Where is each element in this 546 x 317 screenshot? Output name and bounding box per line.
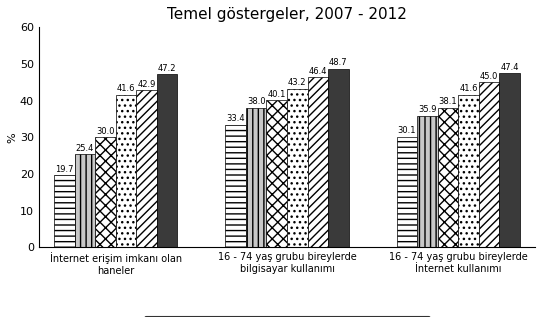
Text: 45.0: 45.0 bbox=[480, 72, 498, 81]
Y-axis label: %: % bbox=[7, 132, 17, 143]
Text: 40.1: 40.1 bbox=[268, 90, 286, 99]
Legend: 2007, 2008, 2009, 2010, 2011, 2012: 2007, 2008, 2009, 2010, 2011, 2012 bbox=[144, 316, 430, 317]
Bar bbox=[287, 89, 307, 247]
Text: 48.7: 48.7 bbox=[329, 58, 348, 67]
Text: 33.4: 33.4 bbox=[227, 114, 245, 123]
Bar bbox=[458, 95, 479, 247]
Title: Temel göstergeler, 2007 - 2012: Temel göstergeler, 2007 - 2012 bbox=[167, 7, 407, 22]
Bar bbox=[116, 95, 136, 247]
Bar bbox=[438, 107, 458, 247]
Bar bbox=[266, 100, 287, 247]
Bar bbox=[417, 116, 438, 247]
Text: 30.1: 30.1 bbox=[397, 126, 416, 135]
Text: 47.2: 47.2 bbox=[158, 64, 176, 73]
Bar bbox=[479, 82, 500, 247]
Bar bbox=[136, 90, 157, 247]
Text: 46.4: 46.4 bbox=[308, 67, 327, 76]
Bar bbox=[95, 137, 116, 247]
Bar bbox=[328, 69, 349, 247]
Text: 43.2: 43.2 bbox=[288, 78, 306, 87]
Text: 38.1: 38.1 bbox=[438, 97, 458, 106]
Text: 42.9: 42.9 bbox=[138, 80, 156, 88]
Text: 41.6: 41.6 bbox=[117, 84, 135, 93]
Bar bbox=[54, 175, 75, 247]
Bar bbox=[500, 74, 520, 247]
Text: 47.4: 47.4 bbox=[500, 63, 519, 72]
Bar bbox=[307, 77, 328, 247]
Bar bbox=[396, 137, 417, 247]
Text: 41.6: 41.6 bbox=[459, 84, 478, 93]
Text: 30.0: 30.0 bbox=[96, 127, 115, 136]
Bar bbox=[246, 108, 266, 247]
Text: 19.7: 19.7 bbox=[55, 165, 74, 174]
Text: 38.0: 38.0 bbox=[247, 97, 265, 107]
Text: 35.9: 35.9 bbox=[418, 105, 437, 114]
Bar bbox=[75, 154, 95, 247]
Bar bbox=[157, 74, 177, 247]
Bar bbox=[225, 125, 246, 247]
Text: 25.4: 25.4 bbox=[76, 144, 94, 153]
